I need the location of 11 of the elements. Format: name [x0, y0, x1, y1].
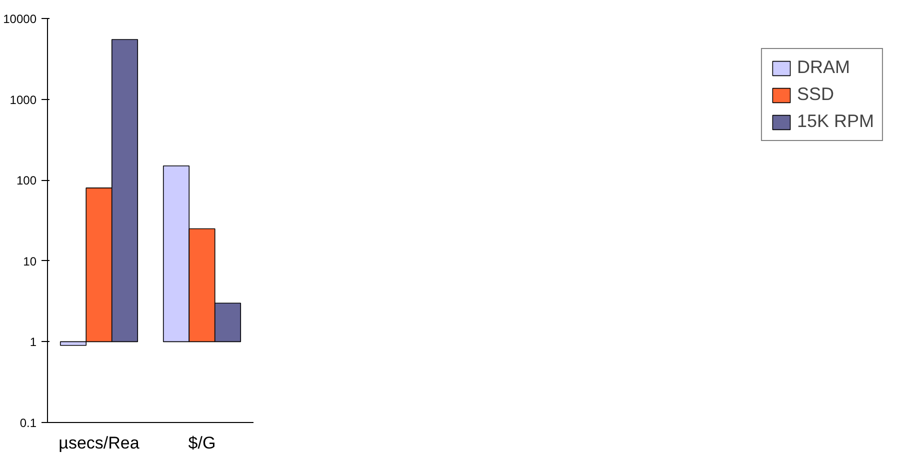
y-tick-label: 10000: [3, 12, 37, 26]
legend-label: DRAM: [796, 57, 850, 78]
y-tick-label: 100: [16, 174, 37, 188]
x-tick-label: $/G: [188, 434, 216, 452]
y-tick-label: 0.1: [20, 416, 37, 430]
legend-label: 15K RPM: [796, 111, 874, 132]
y-tick-label: 10: [23, 254, 37, 268]
x-tick-label: µsecs/Rea: [58, 434, 140, 452]
y-tick-label: 1000: [10, 92, 37, 107]
y-tick-label: 1: [30, 335, 37, 350]
legend-label: SSD: [796, 84, 834, 105]
